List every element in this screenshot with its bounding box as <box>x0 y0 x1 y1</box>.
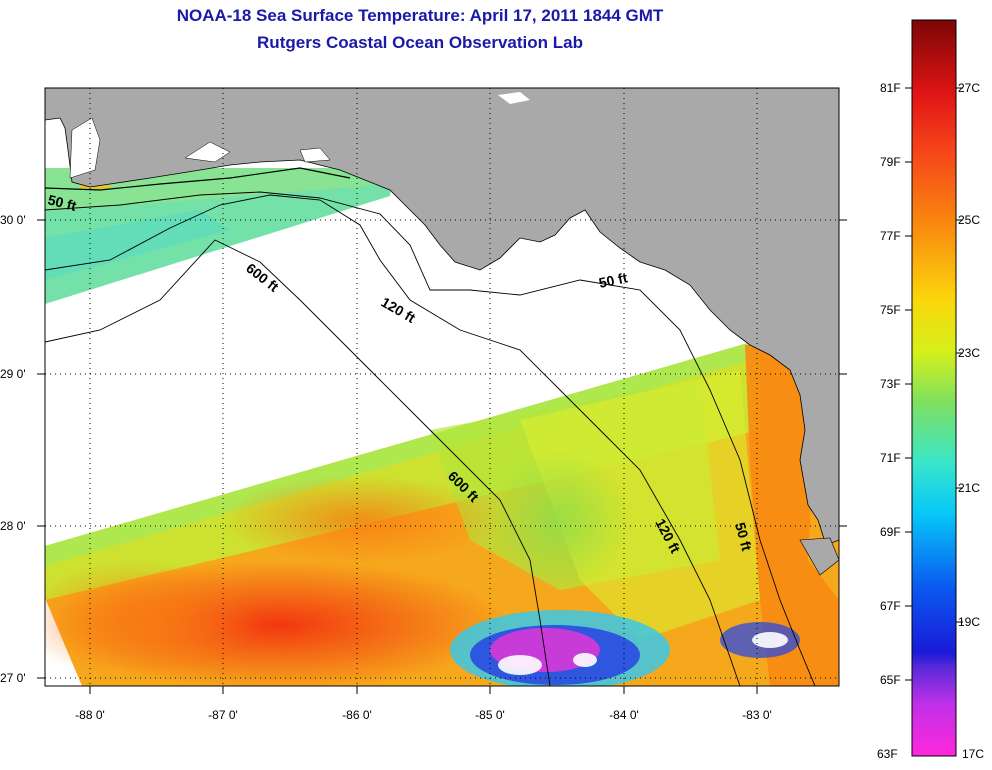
lat-label: 30 0' <box>0 213 26 227</box>
colorbar-f-label: 75F <box>880 303 901 317</box>
colorbar-f-label: 71F <box>880 451 901 465</box>
lat-label: 27 0' <box>0 671 26 685</box>
map-frame <box>44 87 840 687</box>
lat-label: 28 0' <box>0 519 26 533</box>
colorbar-c-label: 25C <box>958 213 981 227</box>
contour-600ft <box>45 239 551 686</box>
lon-label: -85 0' <box>475 708 505 722</box>
lon-label: -86 0' <box>342 708 372 722</box>
lon-label: -83 0' <box>742 708 772 722</box>
colorbar-c-label: 27C <box>958 81 981 95</box>
colorbar-c-label: 17C <box>962 747 985 761</box>
contour-120ft <box>45 194 741 686</box>
temperature-colorbar <box>911 19 957 757</box>
map-title: NOAA-18 Sea Surface Temperature: April 1… <box>176 6 664 25</box>
colorbar-c-label: 21C <box>958 481 981 495</box>
contour-label: 50 ft <box>597 269 629 291</box>
colorbar-f-label: 79F <box>880 155 901 169</box>
land-mass <box>45 88 839 546</box>
map-subtitle: Rutgers Coastal Ocean Observation Lab <box>257 33 583 52</box>
colorbar-f-label: 69F <box>880 525 901 539</box>
colorbar-f-label: 77F <box>880 229 901 243</box>
colorbar-f-label: 63F <box>877 747 898 761</box>
colorbar-f-label: 67F <box>880 599 901 613</box>
lat-label: 29 0' <box>0 367 26 381</box>
colorbar-c-label: 19C <box>958 615 981 629</box>
colorbar-f-label: 73F <box>880 377 901 391</box>
colorbar-c-label: 23C <box>958 346 981 360</box>
lon-label: -84 0' <box>609 708 639 722</box>
colorbar-f-label: 81F <box>880 81 901 95</box>
lon-label: -87 0' <box>208 708 238 722</box>
contour-label: 50 ft <box>732 521 755 553</box>
contour-50ft <box>45 191 816 686</box>
lon-label: -88 0' <box>75 708 105 722</box>
colorbar-f-label: 65F <box>880 673 901 687</box>
contour-label: 50 ft <box>46 191 78 214</box>
